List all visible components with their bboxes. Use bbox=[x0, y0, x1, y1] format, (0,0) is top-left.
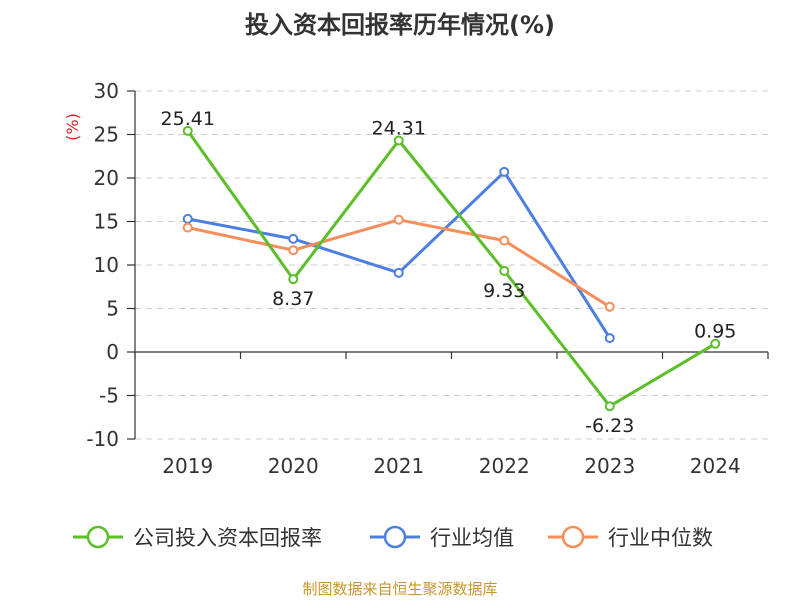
data-point bbox=[499, 265, 510, 276]
data-label: 9.33 bbox=[483, 280, 525, 302]
data-point bbox=[604, 401, 615, 412]
legend-marker bbox=[383, 525, 407, 549]
y-tick-label: 30 bbox=[94, 79, 119, 103]
legend-label: 公司投入资本回报率 bbox=[133, 526, 322, 550]
y-tick-label: 15 bbox=[94, 210, 119, 234]
legend-item[interactable]: 行业中位数 bbox=[548, 525, 713, 550]
x-tick-label: 2021 bbox=[373, 454, 424, 478]
data-point bbox=[710, 338, 721, 349]
y-tick-label: -10 bbox=[86, 427, 119, 451]
data-point bbox=[288, 233, 299, 244]
data-label: 25.41 bbox=[161, 108, 215, 130]
data-point bbox=[499, 235, 510, 246]
series-line bbox=[187, 218, 611, 309]
y-tick-label: 20 bbox=[94, 166, 119, 190]
y-tick-labels: 30 25 20 15 10 5 0 -5 -10 bbox=[86, 79, 119, 451]
data-point bbox=[393, 267, 404, 278]
data-label: 0.95 bbox=[694, 321, 736, 343]
series-2 bbox=[182, 214, 615, 312]
y-tick-label: 25 bbox=[94, 123, 119, 147]
data-point bbox=[182, 222, 193, 233]
data-point bbox=[604, 301, 615, 312]
series-line bbox=[187, 170, 612, 339]
y-tick-label: 0 bbox=[106, 340, 119, 364]
x-tick-labels: 2019 2020 2021 2022 2023 2024 bbox=[162, 454, 740, 478]
data-label: 24.31 bbox=[372, 118, 426, 140]
y-axis-unit: (%) bbox=[63, 113, 82, 141]
data-label: -6.23 bbox=[585, 415, 634, 437]
series-1 bbox=[182, 166, 615, 344]
series-lines bbox=[182, 125, 721, 412]
data-point bbox=[393, 135, 404, 146]
legend-item[interactable]: 公司投入资本回报率 bbox=[73, 525, 322, 550]
source-note: 制图数据来自恒生聚源数据库 bbox=[302, 580, 497, 598]
x-tick-label: 2020 bbox=[268, 454, 319, 478]
data-point bbox=[393, 214, 404, 225]
data-point bbox=[182, 125, 193, 136]
legend-item[interactable]: 行业均值 bbox=[370, 525, 514, 550]
legend[interactable]: 公司投入资本回报率 行业均值 行业中位数 bbox=[73, 525, 713, 550]
legend-label: 行业中位数 bbox=[608, 526, 713, 550]
data-point bbox=[288, 274, 299, 285]
x-tick-label: 2022 bbox=[479, 454, 530, 478]
axes bbox=[127, 90, 769, 440]
data-point bbox=[288, 245, 299, 256]
legend-label: 行业均值 bbox=[430, 526, 514, 550]
x-tick-label: 2019 bbox=[162, 454, 213, 478]
y-tick-label: 10 bbox=[94, 253, 119, 277]
data-labels: 25.41 8.37 24.31 9.33 -6.23 0.95 bbox=[161, 108, 737, 437]
series-line bbox=[186, 130, 717, 408]
x-tick-label: 2023 bbox=[584, 454, 635, 478]
series-0 bbox=[182, 125, 721, 412]
x-tick-label: 2024 bbox=[690, 454, 741, 478]
data-point bbox=[182, 213, 193, 224]
y-tick-label: -5 bbox=[99, 384, 119, 408]
data-point bbox=[499, 166, 510, 177]
grid-lines bbox=[135, 90, 768, 440]
data-point bbox=[604, 333, 615, 344]
legend-marker bbox=[86, 525, 110, 549]
y-tick-label: 5 bbox=[106, 297, 119, 321]
data-label: 8.37 bbox=[272, 288, 314, 310]
chart-title: 投入资本回报率历年情况(%) bbox=[245, 11, 555, 39]
legend-marker bbox=[561, 525, 585, 549]
